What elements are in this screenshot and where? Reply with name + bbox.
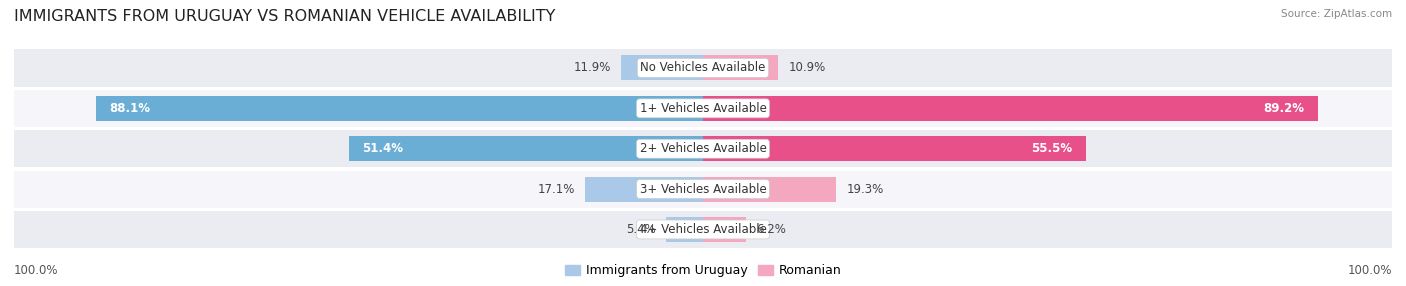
Bar xyxy=(14,49,1392,87)
Text: 100.0%: 100.0% xyxy=(1347,265,1392,277)
Bar xyxy=(703,176,837,202)
Bar xyxy=(666,217,703,242)
Text: 11.9%: 11.9% xyxy=(574,61,610,74)
Text: 3+ Vehicles Available: 3+ Vehicles Available xyxy=(640,182,766,196)
Text: 89.2%: 89.2% xyxy=(1263,102,1303,115)
Bar xyxy=(14,211,1392,248)
Bar xyxy=(703,217,745,242)
Text: IMMIGRANTS FROM URUGUAY VS ROMANIAN VEHICLE AVAILABILITY: IMMIGRANTS FROM URUGUAY VS ROMANIAN VEHI… xyxy=(14,9,555,23)
Legend: Immigrants from Uruguay, Romanian: Immigrants from Uruguay, Romanian xyxy=(564,264,842,277)
Text: 55.5%: 55.5% xyxy=(1031,142,1071,155)
Text: 1+ Vehicles Available: 1+ Vehicles Available xyxy=(640,102,766,115)
Bar xyxy=(585,176,703,202)
Bar xyxy=(621,55,703,80)
Bar xyxy=(349,136,703,161)
Text: 2+ Vehicles Available: 2+ Vehicles Available xyxy=(640,142,766,155)
Text: No Vehicles Available: No Vehicles Available xyxy=(640,61,766,74)
Text: 10.9%: 10.9% xyxy=(789,61,825,74)
Text: 4+ Vehicles Available: 4+ Vehicles Available xyxy=(640,223,766,236)
Bar xyxy=(703,136,1085,161)
Text: 88.1%: 88.1% xyxy=(110,102,150,115)
Text: 17.1%: 17.1% xyxy=(537,182,575,196)
Bar xyxy=(14,170,1392,208)
Bar xyxy=(703,55,778,80)
Text: 5.4%: 5.4% xyxy=(626,223,655,236)
Bar xyxy=(14,130,1392,167)
Text: 6.2%: 6.2% xyxy=(756,223,786,236)
Bar xyxy=(703,96,1317,121)
Bar xyxy=(96,96,703,121)
Text: Source: ZipAtlas.com: Source: ZipAtlas.com xyxy=(1281,9,1392,19)
Text: 19.3%: 19.3% xyxy=(846,182,883,196)
Text: 51.4%: 51.4% xyxy=(363,142,404,155)
Bar xyxy=(14,90,1392,127)
Text: 100.0%: 100.0% xyxy=(14,265,59,277)
